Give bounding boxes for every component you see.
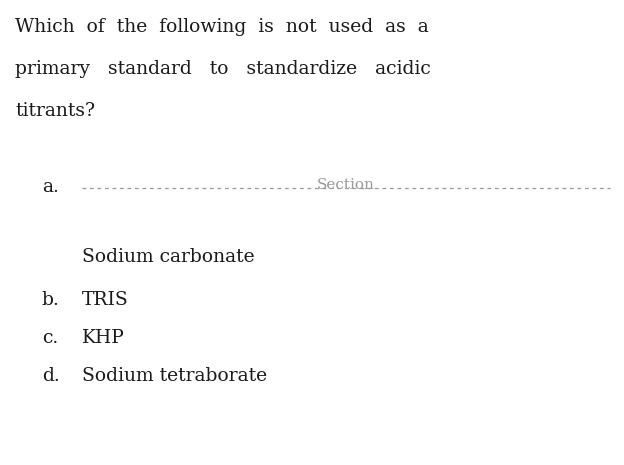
Text: Sodium tetraborate: Sodium tetraborate [82, 367, 267, 385]
Text: d.: d. [42, 367, 60, 385]
Text: TRIS: TRIS [82, 291, 129, 309]
Text: c.: c. [42, 329, 58, 347]
Text: a.: a. [42, 178, 59, 196]
Text: Which  of  the  following  is  not  used  as  a: Which of the following is not used as a [15, 18, 429, 36]
Text: titrants?: titrants? [15, 102, 95, 120]
Text: primary   standard   to   standardize   acidic: primary standard to standardize acidic [15, 60, 431, 78]
Text: b.: b. [42, 291, 60, 309]
Text: KHP: KHP [82, 329, 125, 347]
Text: Section: Section [317, 178, 375, 192]
Text: Sodium carbonate: Sodium carbonate [82, 248, 255, 266]
